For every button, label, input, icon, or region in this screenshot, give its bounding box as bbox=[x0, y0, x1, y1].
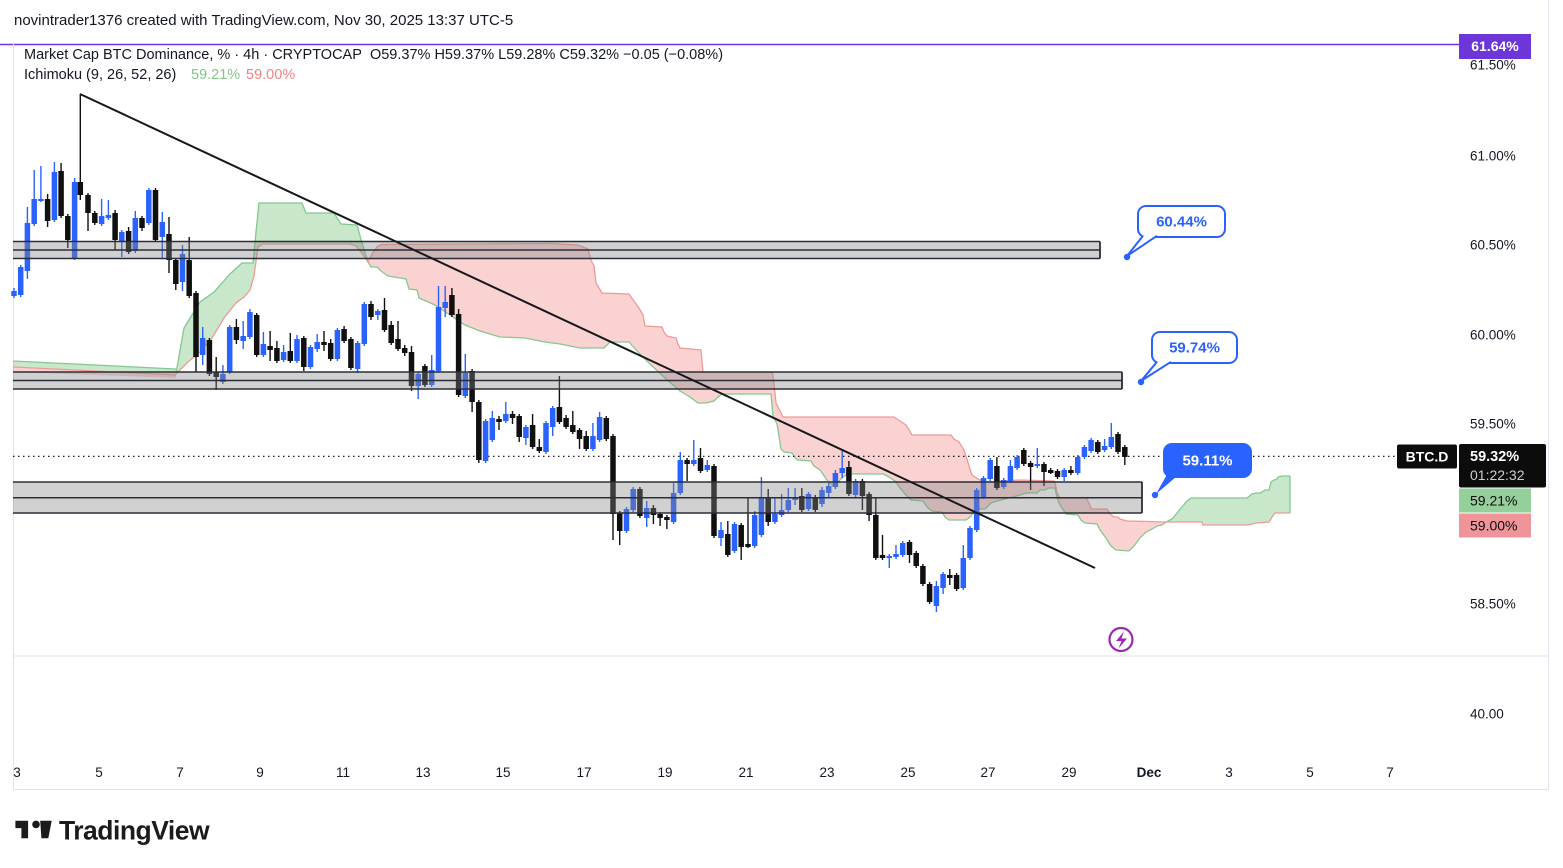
svg-text:Dec: Dec bbox=[1137, 765, 1162, 780]
svg-text:59.11%: 59.11% bbox=[1182, 453, 1232, 470]
svg-text:17: 17 bbox=[576, 765, 591, 780]
svg-text:59.21%: 59.21% bbox=[191, 67, 240, 83]
svg-text:29: 29 bbox=[1061, 765, 1076, 780]
svg-text:60.00%: 60.00% bbox=[1470, 328, 1516, 343]
svg-text:BTC.D: BTC.D bbox=[1406, 449, 1449, 465]
svg-text:58.50%: 58.50% bbox=[1470, 597, 1516, 612]
svg-text:7: 7 bbox=[1386, 765, 1394, 780]
svg-text:21: 21 bbox=[738, 765, 753, 780]
svg-text:3: 3 bbox=[13, 765, 21, 780]
svg-text:60.50%: 60.50% bbox=[1470, 238, 1516, 253]
svg-text:59.32%: 59.32% bbox=[1470, 449, 1519, 465]
svg-text:3: 3 bbox=[1225, 765, 1233, 780]
svg-text:59.00%: 59.00% bbox=[1470, 518, 1517, 534]
svg-text:59.74%: 59.74% bbox=[1169, 340, 1220, 357]
svg-text:Market Cap BTC Dominance, % ·: Market Cap BTC Dominance, % · 4h · CRYPT… bbox=[24, 47, 723, 63]
svg-text:61.64%: 61.64% bbox=[1471, 38, 1519, 54]
svg-text:Ichimoku (9, 26, 52, 26): Ichimoku (9, 26, 52, 26) bbox=[24, 67, 176, 83]
svg-text:13: 13 bbox=[415, 765, 430, 780]
svg-text:11: 11 bbox=[336, 765, 350, 780]
svg-text:01:22:32: 01:22:32 bbox=[1470, 467, 1525, 483]
svg-text:23: 23 bbox=[819, 765, 834, 780]
svg-text:40.00: 40.00 bbox=[1470, 707, 1504, 722]
svg-text:7: 7 bbox=[176, 765, 184, 780]
svg-text:59.21%: 59.21% bbox=[1470, 493, 1517, 509]
svg-text:61.50%: 61.50% bbox=[1470, 58, 1516, 73]
svg-text:25: 25 bbox=[900, 765, 915, 780]
svg-text:9: 9 bbox=[256, 765, 264, 780]
svg-text:novintrader1376 created with T: novintrader1376 created with TradingView… bbox=[14, 12, 513, 29]
svg-text:27: 27 bbox=[980, 765, 995, 780]
svg-text:TradingView: TradingView bbox=[59, 816, 210, 846]
svg-text:19: 19 bbox=[657, 765, 672, 780]
svg-text:59.50%: 59.50% bbox=[1470, 417, 1516, 432]
svg-text:61.00%: 61.00% bbox=[1470, 149, 1516, 164]
svg-text:5: 5 bbox=[95, 765, 103, 780]
svg-text:59.00%: 59.00% bbox=[246, 67, 295, 83]
svg-text:15: 15 bbox=[495, 765, 510, 780]
svg-text:60.44%: 60.44% bbox=[1156, 214, 1207, 231]
svg-text:5: 5 bbox=[1306, 765, 1314, 780]
